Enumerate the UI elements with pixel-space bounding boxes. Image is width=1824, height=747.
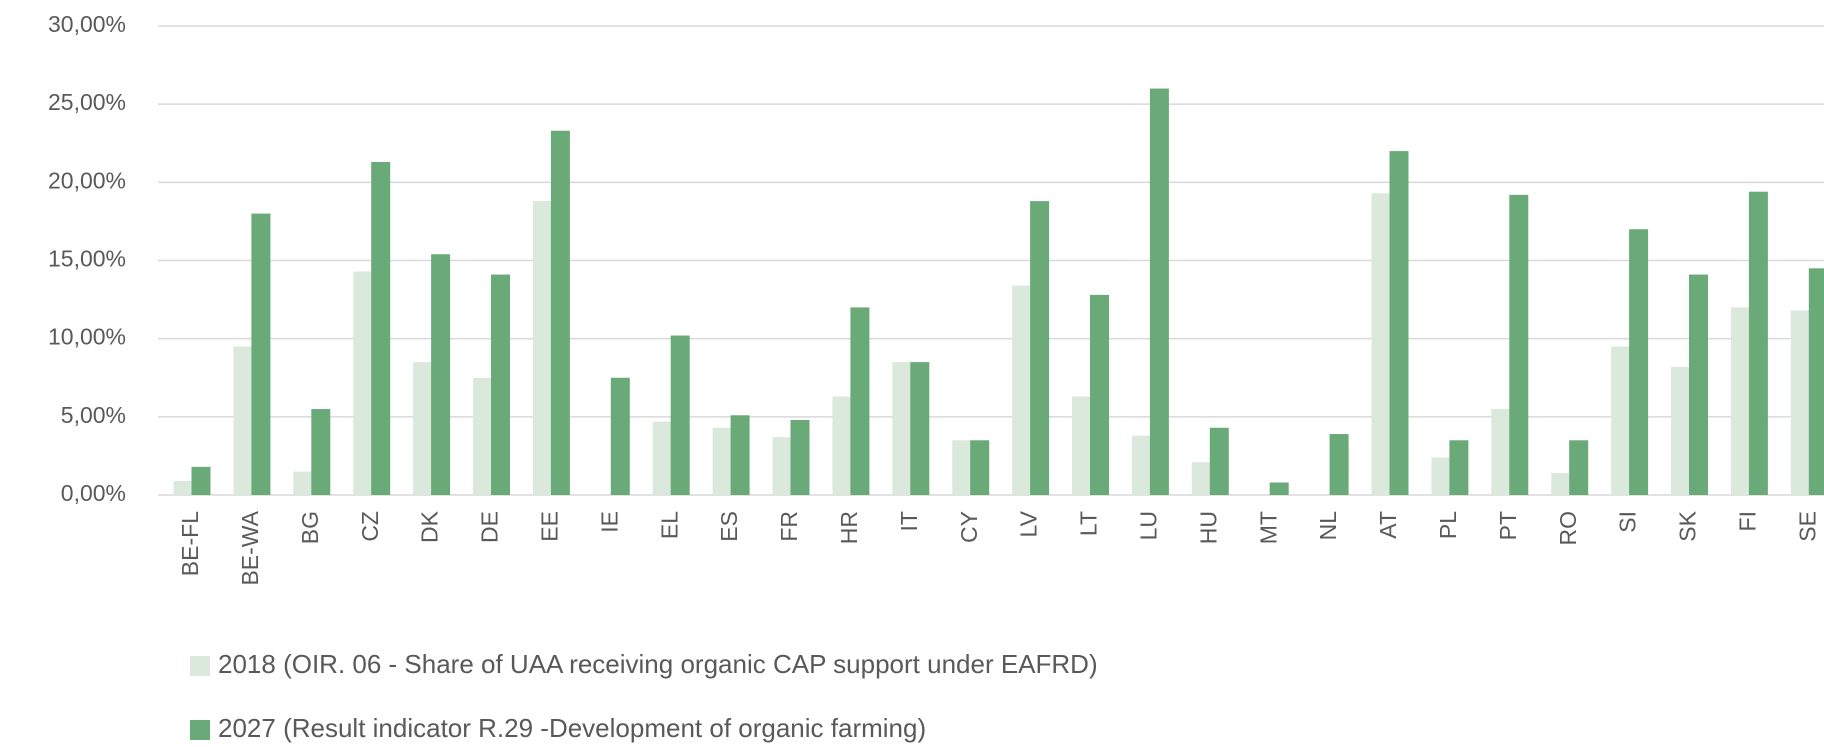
bar	[1491, 409, 1511, 495]
x-tick-label: BE-WA	[237, 510, 263, 585]
bar	[910, 362, 930, 495]
bar	[832, 396, 852, 495]
x-tick-label: LT	[1076, 511, 1102, 536]
bar	[1389, 151, 1409, 496]
bar	[1371, 193, 1391, 495]
bar	[431, 254, 451, 495]
bar	[1072, 396, 1091, 495]
bar	[1730, 307, 1750, 495]
x-tick-label: LU	[1135, 511, 1161, 540]
bar	[772, 437, 792, 495]
bar	[1329, 434, 1349, 495]
bar	[1611, 346, 1631, 495]
bar	[1269, 482, 1289, 495]
bar	[1808, 268, 1824, 495]
bar	[1012, 285, 1032, 495]
bar	[1090, 294, 1109, 495]
bar	[952, 440, 972, 495]
x-tick-label: SE	[1794, 511, 1820, 542]
bar	[892, 362, 912, 495]
x-tick-label: RO	[1555, 511, 1581, 546]
bar	[371, 162, 391, 495]
bar	[251, 213, 271, 495]
bar	[1209, 427, 1229, 495]
bar	[1509, 194, 1529, 495]
x-tick-label: CZ	[357, 511, 383, 542]
bar	[1191, 462, 1211, 495]
bar	[1671, 366, 1690, 495]
x-tick-label: LV	[1016, 510, 1042, 537]
legend-label: 2018 (OIR. 06 - Share of UAA receiving o…	[218, 649, 1098, 679]
bar	[1431, 457, 1451, 495]
bar	[970, 440, 990, 495]
x-tick-label: SK	[1675, 510, 1701, 541]
bar	[233, 346, 253, 495]
x-tick-label: BG	[297, 511, 323, 544]
bar	[191, 466, 211, 495]
x-tick-label: HR	[836, 511, 862, 544]
x-tick-label: HU	[1195, 511, 1221, 544]
bar	[173, 480, 193, 495]
x-tick-label: PL	[1435, 511, 1461, 539]
x-tick-label: NL	[1315, 511, 1341, 541]
bar	[353, 271, 373, 495]
x-tick-label: EE	[536, 511, 562, 542]
x-tick-label: FI	[1734, 511, 1760, 531]
bar	[532, 201, 552, 496]
bar	[1551, 473, 1571, 495]
bar	[712, 427, 732, 495]
bar	[1149, 88, 1169, 496]
bar	[1569, 440, 1589, 495]
bar	[1790, 310, 1810, 495]
y-tick-label: 5,00%	[61, 402, 126, 428]
y-tick-label: 25,00%	[48, 89, 126, 115]
x-tick-label: FR	[776, 511, 802, 542]
x-tick-label: BE-FL	[177, 511, 203, 576]
x-tick-label: CY	[956, 511, 982, 543]
x-tick-label: PT	[1495, 511, 1521, 540]
y-tick-label: 30,00%	[48, 11, 126, 37]
x-tick-label: DE	[477, 511, 503, 543]
bar	[790, 419, 810, 495]
legend-swatch	[190, 720, 210, 740]
bar	[670, 335, 690, 495]
legend-swatch	[190, 656, 210, 676]
bar	[730, 415, 750, 495]
bar	[1449, 440, 1469, 495]
x-tick-label: DK	[417, 510, 443, 543]
bar	[610, 377, 630, 495]
bar	[550, 130, 570, 495]
bar	[1748, 191, 1768, 496]
y-tick-label: 10,00%	[48, 324, 126, 350]
x-tick-label: SI	[1615, 511, 1641, 533]
x-tick-label: MT	[1255, 511, 1281, 544]
y-tick-label: 0,00%	[61, 480, 126, 506]
x-tick-label: ES	[716, 511, 742, 542]
bar	[293, 471, 313, 495]
bar	[413, 362, 433, 495]
x-tick-label: IT	[896, 511, 922, 531]
bar	[1131, 435, 1151, 495]
bar	[652, 421, 672, 495]
x-tick-label: EL	[656, 511, 682, 539]
bar	[473, 377, 492, 495]
bar	[491, 274, 510, 495]
x-tick-label: IE	[596, 511, 622, 533]
bar	[850, 307, 870, 495]
legend-label: 2027 (Result indicator R.29 -Development…	[218, 713, 926, 743]
bar	[311, 409, 331, 495]
bar	[1629, 229, 1649, 495]
y-tick-label: 20,00%	[48, 167, 126, 193]
x-tick-label: AT	[1375, 511, 1401, 539]
bar	[1689, 274, 1708, 495]
bar	[1030, 201, 1050, 496]
y-tick-label: 15,00%	[48, 246, 126, 272]
